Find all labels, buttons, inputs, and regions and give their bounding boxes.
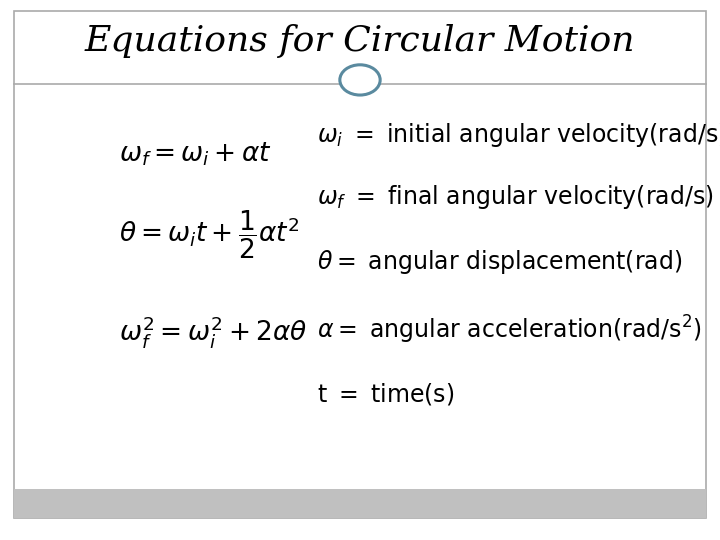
Text: $\omega_f = \omega_i + \alpha t$: $\omega_f = \omega_i + \alpha t$ <box>119 140 271 167</box>
Text: Equations for Circular Motion: Equations for Circular Motion <box>85 24 635 57</box>
Circle shape <box>340 65 380 95</box>
Text: $\alpha {=}$ angular acceleration(rad/s$^2$): $\alpha {=}$ angular acceleration(rad/s$… <box>317 313 701 346</box>
Text: $\omega_f^2 = \omega_i^2 + 2\alpha\theta$: $\omega_f^2 = \omega_i^2 + 2\alpha\theta… <box>119 314 307 350</box>
Text: $\omega_i\ {=}$ initial angular velocity(rad/s): $\omega_i\ {=}$ initial angular velocity… <box>317 121 720 149</box>
FancyBboxPatch shape <box>14 11 706 518</box>
Text: t $=$ time(s): t $=$ time(s) <box>317 381 454 407</box>
Bar <box>14 489 706 518</box>
Text: $\theta {=}$ angular displacement(rad): $\theta {=}$ angular displacement(rad) <box>317 248 682 276</box>
Text: $\theta = \omega_i t + \dfrac{1}{2}\alpha t^2$: $\theta = \omega_i t + \dfrac{1}{2}\alph… <box>119 209 300 261</box>
Text: $\omega_f\ {=}$ final angular velocity(rad/s): $\omega_f\ {=}$ final angular velocity(r… <box>317 183 714 211</box>
